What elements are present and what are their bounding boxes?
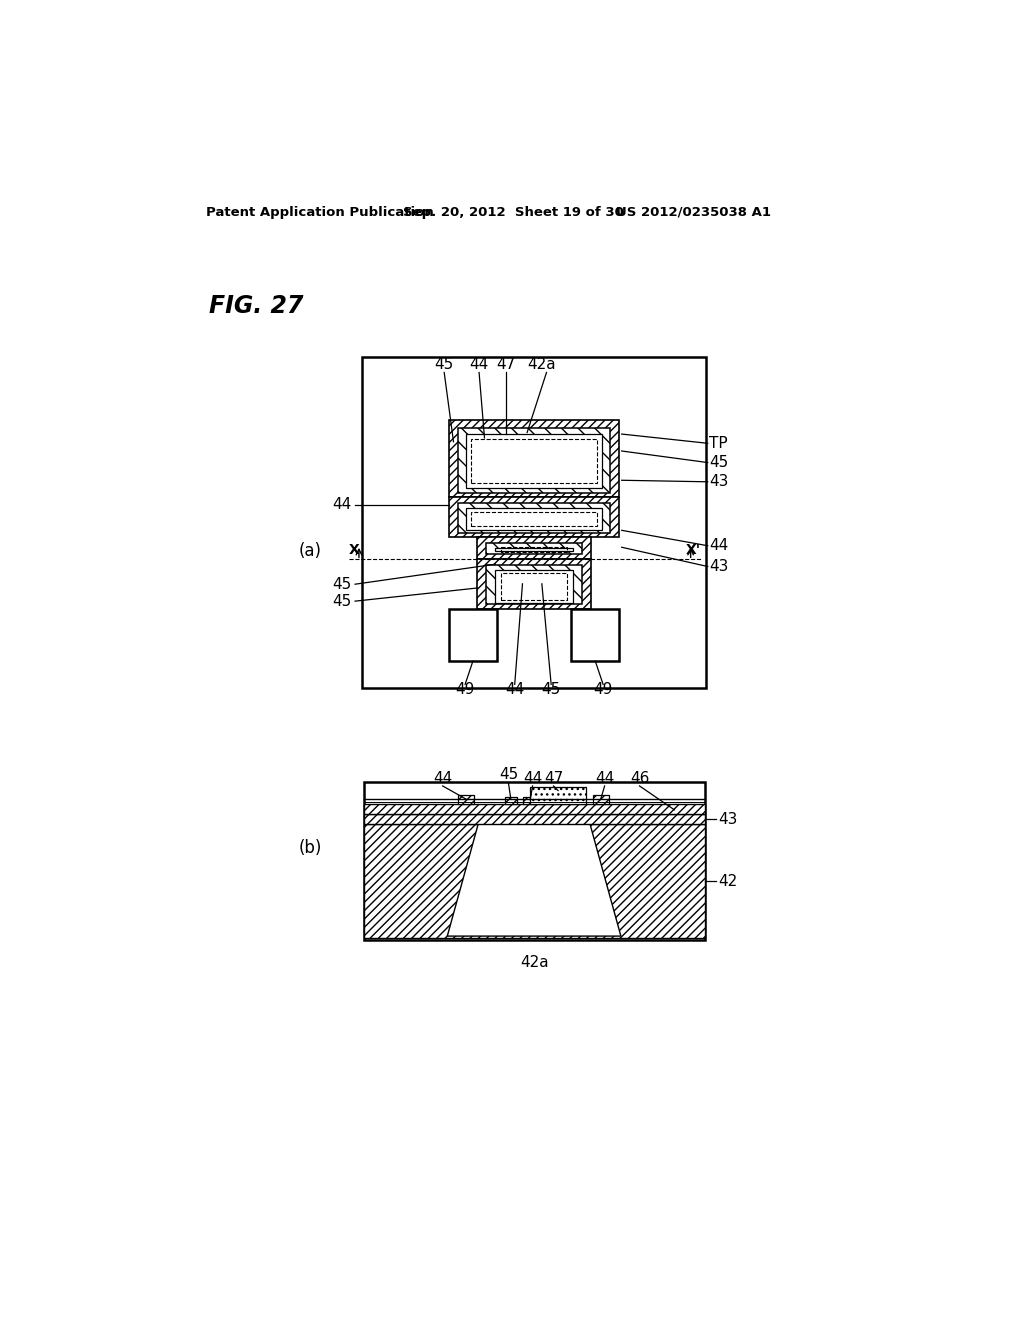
Bar (362, 358, 707, 688)
Text: 45: 45 (710, 455, 728, 470)
Text: Sep. 20, 2012  Sheet 19 of 30: Sep. 20, 2012 Sheet 19 of 30 (403, 206, 624, 219)
Text: (b): (b) (298, 838, 322, 857)
Text: 44: 44 (710, 539, 728, 553)
Bar (449, 609, 497, 661)
Text: 44: 44 (332, 498, 351, 512)
Bar (496, 548, 572, 552)
Text: 45: 45 (332, 594, 351, 609)
Bar (365, 814, 706, 824)
Bar (496, 570, 572, 603)
Text: 44: 44 (595, 771, 614, 785)
Text: 42a: 42a (520, 956, 549, 970)
Bar (505, 797, 517, 804)
Bar (523, 797, 538, 804)
Text: 43: 43 (710, 474, 729, 490)
Text: Patent Application Publication: Patent Application Publication (206, 206, 433, 219)
Bar (365, 781, 706, 940)
Text: 45: 45 (542, 682, 561, 697)
Bar (571, 609, 620, 661)
Bar (486, 565, 583, 605)
Text: X: X (349, 544, 359, 557)
Text: 42: 42 (719, 874, 738, 888)
Bar (471, 440, 597, 483)
Bar (365, 824, 706, 939)
Polygon shape (447, 824, 621, 936)
Bar (477, 558, 592, 609)
Bar (593, 795, 608, 804)
Bar (530, 787, 586, 804)
Text: (a): (a) (299, 543, 322, 560)
Text: 44: 44 (433, 771, 453, 785)
Bar (486, 544, 583, 554)
Bar (458, 795, 474, 804)
Text: 45: 45 (434, 358, 454, 372)
Text: TP: TP (710, 436, 728, 451)
Bar (449, 498, 620, 537)
Bar (477, 537, 592, 558)
Text: 43: 43 (710, 558, 729, 574)
Text: FIG. 27: FIG. 27 (209, 294, 304, 318)
Bar (471, 512, 597, 525)
Text: 47: 47 (497, 358, 516, 372)
Text: 49: 49 (593, 682, 612, 697)
Text: 47: 47 (544, 771, 563, 785)
Text: 49: 49 (456, 682, 475, 697)
Text: US 2012/0235038 A1: US 2012/0235038 A1 (616, 206, 771, 219)
Bar (458, 503, 610, 533)
Bar (466, 508, 602, 529)
Bar (458, 428, 610, 492)
Text: 45: 45 (499, 767, 518, 781)
Text: 42a: 42a (526, 358, 555, 372)
Bar (449, 420, 620, 498)
Bar (466, 434, 602, 488)
Bar (365, 804, 706, 814)
Text: X': X' (686, 544, 700, 557)
Text: 44: 44 (523, 771, 542, 785)
Text: 46: 46 (630, 771, 649, 785)
Text: 45: 45 (332, 577, 351, 591)
Text: 44: 44 (469, 358, 488, 372)
Text: 43: 43 (719, 812, 738, 826)
Text: 44: 44 (505, 682, 524, 697)
Bar (501, 573, 567, 601)
Bar (501, 548, 567, 552)
